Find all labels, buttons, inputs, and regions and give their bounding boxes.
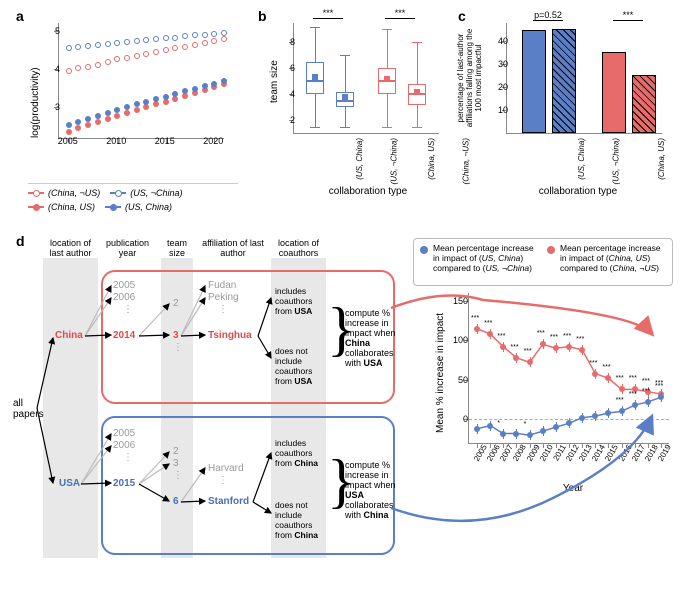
colhead-2: team size bbox=[158, 238, 196, 258]
panel-a-label: a bbox=[16, 8, 24, 24]
usa-year-g0: 2005 bbox=[113, 428, 135, 439]
china-affil-dots: ⋮ bbox=[218, 304, 228, 315]
panel-c-ylabel: percentage of last-author affiliations f… bbox=[456, 23, 483, 133]
panel-a-axes bbox=[58, 23, 224, 139]
china-size-dots: ⋮ bbox=[173, 342, 183, 353]
usa-affil-dots: ⋮ bbox=[218, 475, 228, 486]
china-size-g0: 2 bbox=[173, 298, 179, 309]
china-year-g1: 2006 bbox=[113, 292, 135, 303]
figure: a log(productivity) 3452005201020152020 … bbox=[8, 8, 677, 590]
china-loc-in: includes coauthors from USA bbox=[275, 286, 325, 316]
legend-a: (China, ¬US) (US, ¬China) (China, US) (US, … bbox=[28, 183, 238, 212]
usa-size-b: 6 bbox=[173, 496, 179, 507]
china-desc: compute % increase in impact when China … bbox=[345, 308, 400, 368]
usa-country: USA bbox=[59, 478, 80, 489]
greycol-1 bbox=[43, 258, 98, 558]
usa-affil-b: Stanford bbox=[208, 496, 249, 507]
legend-d: Mean percentage increase in impact of (U… bbox=[413, 238, 673, 286]
usa-year-dots: ⋮ bbox=[123, 452, 133, 463]
usa-desc: compute % increase in impact when USA co… bbox=[345, 460, 400, 520]
chart-d-axes: ****************************************… bbox=[468, 293, 669, 444]
panel-c-label: c bbox=[458, 8, 466, 24]
colhead-4: location of coauthors bbox=[271, 238, 326, 258]
usa-year-b: 2015 bbox=[113, 478, 135, 489]
china-size-b: 3 bbox=[173, 330, 179, 341]
china-affil-b: Tsinghua bbox=[208, 330, 252, 341]
china-year-b: 2014 bbox=[113, 330, 135, 341]
usa-size-dots: ⋮ bbox=[173, 470, 183, 481]
legend-a-item: (US, China) bbox=[105, 202, 172, 212]
legend-a-item: (China, ¬US) bbox=[28, 188, 100, 198]
chart-d: ****************************************… bbox=[433, 288, 673, 488]
legend-d-item: Mean percentage increase in impact of (U… bbox=[420, 243, 539, 281]
legend-a-item: (China, US) bbox=[28, 202, 95, 212]
colhead-0: location of last author bbox=[43, 238, 98, 258]
usa-loc-in: includes coauthors from China bbox=[275, 438, 325, 468]
usa-size-g1: 3 bbox=[173, 458, 179, 469]
china-year-g0: 2005 bbox=[113, 280, 135, 291]
usa-year-g1: 2006 bbox=[113, 440, 135, 451]
panel-d: location of last author publication year… bbox=[13, 238, 673, 583]
panel-c-axes bbox=[506, 23, 662, 134]
legend-a-item: (US, ¬China) bbox=[110, 188, 182, 198]
china-affil-g0: Fudan bbox=[208, 280, 236, 291]
usa-affil-g0: Harvard bbox=[208, 463, 244, 474]
root-node: all papers bbox=[13, 398, 41, 420]
panel-c: percentage of last-author affiliations f… bbox=[468, 18, 668, 178]
usa-loc-out: does not include coauthors from China bbox=[275, 500, 325, 540]
china-affil-g1: Peking bbox=[208, 292, 239, 303]
chart-d-xlabel: Year bbox=[533, 483, 613, 494]
china-year-dots: ⋮ bbox=[123, 304, 133, 315]
colhead-1: publication year bbox=[100, 238, 155, 258]
china-loc-out: does not include coauthors from USA bbox=[275, 346, 325, 386]
colhead-3: affiliation of last author bbox=[198, 238, 268, 258]
panel-b: team size 2468(US, China)(US, ¬China)(Ch… bbox=[263, 18, 443, 178]
legend-d-item: Mean percentage increase in impact of (C… bbox=[547, 243, 666, 281]
china-country: China bbox=[55, 330, 83, 341]
panel-a: log(productivity) 3452005201020152020 bbox=[28, 18, 228, 168]
panel-b-axes bbox=[293, 23, 439, 134]
chart-d-ylabel: Mean % increase in impact bbox=[435, 313, 446, 433]
usa-size-g0: 2 bbox=[173, 446, 179, 457]
